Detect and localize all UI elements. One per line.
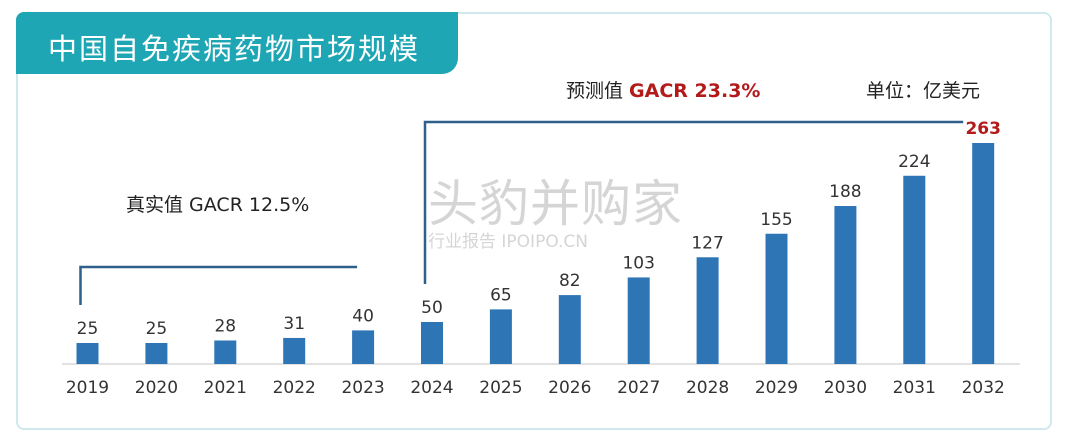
value-label-2024: 50: [421, 298, 443, 318]
value-label-2026: 82: [559, 271, 581, 291]
x-tick-2030: 2030: [824, 378, 867, 398]
title-banner: [16, 12, 458, 74]
x-tick-2026: 2026: [548, 378, 591, 398]
bar-2021: [214, 340, 237, 364]
x-tick-2028: 2028: [686, 378, 729, 398]
bar-2025: [489, 309, 512, 364]
value-label-2021: 28: [214, 316, 236, 336]
x-tick-2022: 2022: [273, 378, 316, 398]
bar-2027: [627, 277, 650, 364]
value-label-2019: 25: [77, 319, 99, 339]
bar-2020: [145, 342, 168, 364]
x-tick-2019: 2019: [66, 378, 109, 398]
x-tick-2020: 2020: [135, 378, 178, 398]
actual-label: 真实值 GACR 12.5%: [126, 194, 310, 216]
actual-bracket: [79, 265, 358, 305]
value-label-2028: 127: [691, 233, 723, 253]
value-label-2031: 224: [898, 152, 930, 172]
value-label-2029: 155: [760, 210, 792, 230]
bar-2019: [76, 342, 99, 364]
x-tick-2032: 2032: [962, 378, 1005, 398]
x-tick-2027: 2027: [617, 378, 660, 398]
bar-2024: [421, 321, 443, 364]
watermark-main: 头豹并购家: [428, 175, 683, 233]
forecast-prefix: 预测值: [566, 80, 630, 102]
bracket-group: [79, 120, 964, 305]
x-tick-2023: 2023: [341, 378, 384, 398]
forecast-label: 预测值 GACR 23.3%: [566, 76, 760, 103]
x-tick-2029: 2029: [755, 378, 798, 398]
bar-2028: [696, 257, 719, 364]
x-tick-2031: 2031: [893, 378, 936, 398]
forecast-rate: GACR 23.3%: [629, 80, 761, 102]
bar-2023: [352, 330, 375, 364]
bar-2029: [765, 233, 788, 364]
value-label-2022: 31: [283, 314, 305, 334]
chart-frame: [16, 12, 1052, 430]
bar-2030: [834, 206, 857, 364]
bar-2022: [283, 337, 306, 364]
unit-label: 单位：亿美元: [866, 80, 981, 102]
bar-2026: [558, 295, 581, 364]
value-label-2023: 40: [352, 306, 374, 326]
value-label-2027: 103: [622, 253, 654, 273]
bar-group: 25 2019 25 2020 28 2021 31 2022 40 2023 50 2024 65 20…: [66, 119, 1005, 398]
value-label-2032: 263: [965, 119, 1001, 139]
bar-2032: [972, 143, 995, 364]
watermark: 头豹并购家 行业报告 IPOIPO.CN: [428, 176, 683, 252]
value-label-2025: 65: [490, 285, 512, 305]
x-tick-2025: 2025: [479, 378, 522, 398]
watermark-sub: 行业报告 IPOIPO.CN: [428, 232, 588, 252]
x-tick-2024: 2024: [410, 378, 453, 398]
value-label-2020: 25: [146, 319, 168, 339]
chart-title: 中国自免疾病药物市场规模: [48, 32, 421, 66]
forecast-bracket: [423, 120, 964, 284]
bar-2031: [903, 175, 926, 364]
value-label-2030: 188: [829, 182, 861, 202]
x-tick-2021: 2021: [204, 378, 247, 398]
